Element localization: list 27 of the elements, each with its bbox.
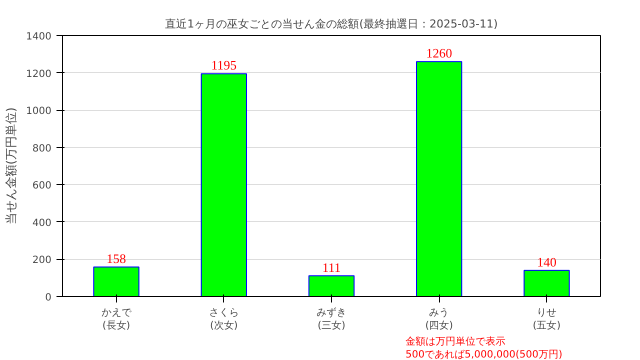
- y-tick-label: 1200: [26, 68, 52, 80]
- data-label: 1260: [426, 46, 452, 61]
- y-tick-label: 1000: [26, 106, 52, 118]
- x-tick-label: かえで (長女): [101, 308, 132, 332]
- data-label: 1195: [211, 58, 237, 73]
- y-tick-label: 0: [45, 292, 52, 304]
- text: 500であれば5,000,000(500万円): [406, 350, 562, 360]
- bar: [93, 266, 140, 296]
- text: 金額は万円単位で表示: [406, 336, 506, 348]
- y-axis-title: 当せん金額(万円単位): [4, 107, 18, 225]
- y-tick-label: 600: [32, 180, 52, 192]
- bar: [416, 61, 462, 296]
- bar: [524, 270, 570, 296]
- y-tick-label: 1400: [26, 32, 52, 42]
- data-label: 111: [322, 260, 341, 275]
- x-tick-label: りせ (五女): [532, 308, 561, 332]
- bar: [200, 73, 247, 296]
- x-tick-label: みう (四女): [425, 308, 454, 332]
- y-tick-label: 800: [32, 143, 52, 154]
- y-tick-label: 400: [32, 218, 52, 229]
- data-label: 158: [106, 251, 126, 266]
- y-tick-label: 200: [32, 255, 52, 266]
- data-label: 140: [536, 254, 556, 270]
- x-tick-label: みずき (三女): [316, 306, 346, 332]
- bar: [308, 275, 355, 296]
- x-tick-label: さくら (次女): [208, 308, 239, 332]
- chart-title: 直近1ヶ月の巫女ごとの当せん金の総額(最終抽選日：2025-03-11): [165, 18, 498, 30]
